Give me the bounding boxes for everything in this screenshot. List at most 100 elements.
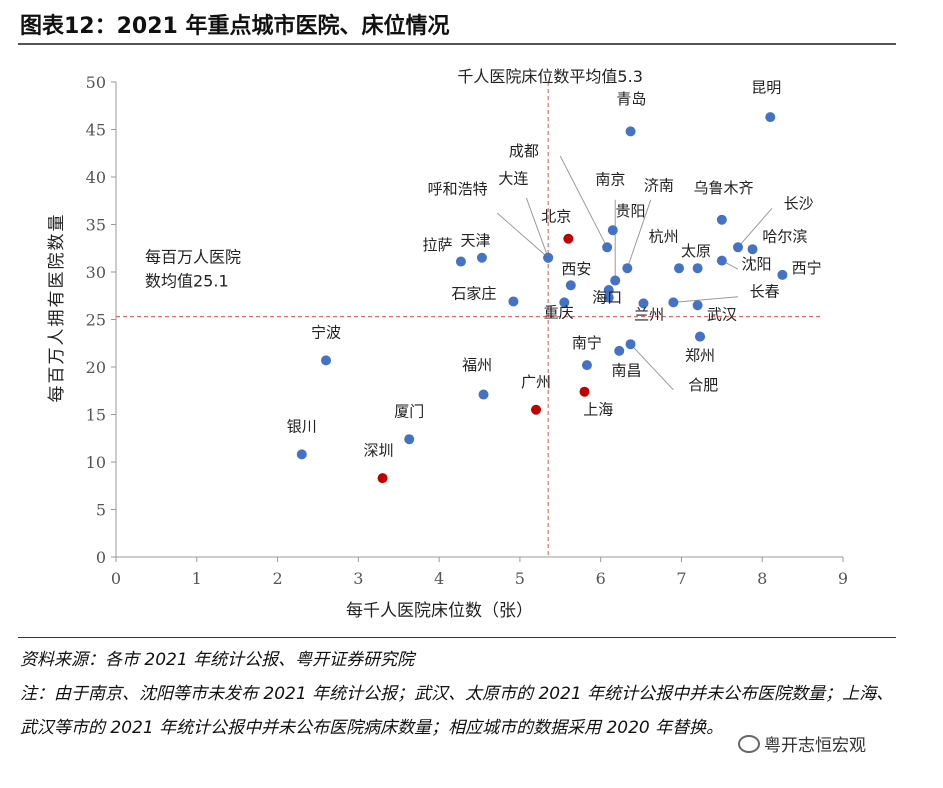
y-tick-label: 15 <box>86 406 106 425</box>
point-label: 深圳 <box>364 441 394 459</box>
point-label: 海口 <box>592 288 622 306</box>
data-points <box>296 112 788 484</box>
y-tick-label: 35 <box>86 216 106 235</box>
point-label: 沈阳 <box>742 255 772 273</box>
data-point <box>579 386 590 397</box>
point-label: 石家庄 <box>451 285 496 303</box>
data-point <box>478 389 489 400</box>
data-point <box>638 298 649 309</box>
y-tick-label: 30 <box>86 263 106 282</box>
y-tick-label: 25 <box>86 311 106 330</box>
data-point <box>695 331 706 342</box>
leader-line <box>626 199 652 269</box>
data-point <box>296 449 307 460</box>
point-label: 武汉 <box>707 306 737 324</box>
y-tick-label: 40 <box>86 168 106 187</box>
watermark: 粤开志恒宏观 <box>738 731 866 756</box>
data-point <box>581 360 592 371</box>
data-point <box>625 339 636 350</box>
point-label: 大连 <box>498 170 528 188</box>
data-point <box>777 269 788 280</box>
data-point <box>455 256 466 267</box>
data-point <box>543 252 554 263</box>
point-label: 贵阳 <box>616 202 646 220</box>
data-point <box>531 404 542 415</box>
point-label: 拉萨 <box>422 236 452 254</box>
x-tick-label: 7 <box>676 569 686 588</box>
x-tick-label: 3 <box>353 569 363 588</box>
y-mean-label-line1: 每百万人医院 <box>145 248 241 267</box>
point-label: 厦门 <box>394 402 424 420</box>
data-point <box>674 263 685 274</box>
data-point <box>321 355 332 366</box>
point-label: 西安 <box>561 260 591 278</box>
point-label: 哈尔滨 <box>762 228 807 246</box>
data-point <box>602 242 613 253</box>
leader-lines <box>496 155 773 391</box>
point-label: 宁波 <box>311 324 341 342</box>
data-point <box>563 233 574 244</box>
point-label: 合肥 <box>688 376 718 394</box>
data-point <box>603 285 614 296</box>
x-tick-label: 1 <box>192 569 202 588</box>
leader-line <box>525 197 549 258</box>
x-tick-label: 6 <box>596 569 606 588</box>
x-tick-label: 0 <box>111 569 121 588</box>
point-label: 北京 <box>541 208 571 226</box>
point-label: 济南 <box>644 176 674 194</box>
point-label: 兰州 <box>634 306 664 324</box>
point-label: 广州 <box>521 373 551 391</box>
point-label: 南昌 <box>612 362 642 380</box>
data-point <box>610 275 621 286</box>
y-tick-label: 5 <box>96 501 106 520</box>
data-point <box>692 300 703 311</box>
y-tick-label: 50 <box>86 73 106 92</box>
data-point <box>476 252 487 263</box>
point-labels: 昆明青岛成都南京 济南贵阳 乌鲁木齐长沙哈尔滨 杭州太原沈阳 西宁 大连呼和浩特北京拉萨天… <box>287 78 822 459</box>
point-label: 重庆 <box>544 304 574 322</box>
point-label: 郑州 <box>685 346 715 364</box>
data-point <box>716 214 727 225</box>
point-label: 长沙 <box>784 194 814 212</box>
data-point <box>508 296 519 307</box>
leader-line <box>737 208 773 248</box>
point-label: 青岛 <box>616 90 646 108</box>
x-tick-label: 9 <box>838 569 848 588</box>
point-label: 成都 <box>509 142 539 160</box>
point-label: 西宁 <box>792 259 822 277</box>
x-mean-label: 千人医院床位数平均值5.3 <box>457 67 642 86</box>
point-label: 南宁 <box>572 334 602 352</box>
leader-line <box>496 212 549 259</box>
data-point <box>559 297 570 308</box>
watermark-text: 粤开志恒宏观 <box>764 736 866 756</box>
x-axis-label: 每千人医院床位数（张） <box>346 601 533 621</box>
data-point <box>692 263 703 274</box>
x-tick-label: 4 <box>434 569 444 588</box>
source-note: 资料来源：各市 2021 年统计公报、粤开证券研究院 <box>20 650 415 670</box>
y-tick-label: 10 <box>86 453 106 472</box>
point-label: 银川 <box>287 418 317 436</box>
point-label: 太原 <box>681 242 711 260</box>
point-label: 杭州 <box>649 228 679 246</box>
leader-line <box>559 155 608 248</box>
y-axis-label: 每百万人拥有医院数量 <box>47 213 67 403</box>
data-point <box>404 434 415 445</box>
data-point <box>614 345 625 356</box>
y-tick-label: 45 <box>86 121 106 140</box>
x-tick-label: 5 <box>515 569 525 588</box>
data-point <box>732 242 743 253</box>
point-label: 上海 <box>583 401 613 419</box>
data-point <box>565 280 576 291</box>
leader-line <box>630 343 674 391</box>
data-point <box>377 473 388 484</box>
data-point <box>716 255 727 266</box>
point-label: 昆明 <box>751 78 781 96</box>
y-mean-label-line2: 数均值25.1 <box>145 271 229 290</box>
point-label: 南京 <box>595 171 625 189</box>
leader-line <box>673 296 739 303</box>
point-label: 天津 <box>460 231 490 249</box>
x-tick-label: 2 <box>272 569 282 588</box>
